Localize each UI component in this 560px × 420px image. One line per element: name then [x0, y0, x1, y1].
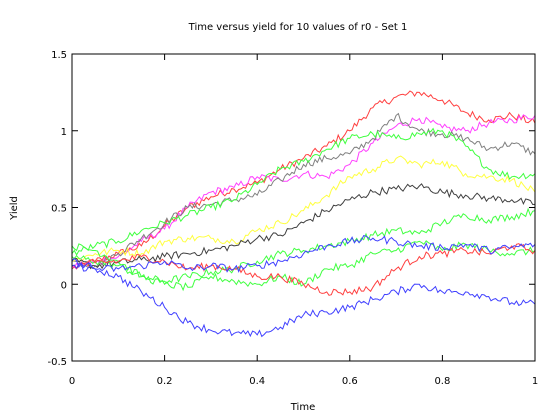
series-line-9 — [72, 243, 536, 296]
chart-title: Time versus yield for 10 values of r0 - … — [188, 22, 408, 33]
y-axis: -0.5 0 0.5 1 1.5 — [47, 50, 535, 368]
x-tick-label: 0.8 — [434, 376, 450, 387]
series-line-11 — [71, 235, 536, 273]
series-lines — [71, 90, 536, 338]
series-line-10 — [71, 257, 536, 338]
y-tick-label: 0 — [61, 280, 67, 291]
x-axis: 0 0.2 0.4 0.6 0.8 1 — [69, 54, 538, 387]
series-line-6 — [71, 183, 536, 270]
y-tick-label: 1.5 — [51, 50, 67, 61]
series-line-1 — [71, 90, 536, 270]
y-tick-label: 0.5 — [51, 204, 67, 215]
y-axis-label: Yield — [9, 196, 20, 221]
x-tick-label: 0.6 — [342, 376, 358, 387]
y-tick-label: -0.5 — [47, 357, 67, 368]
x-tick-label: 1 — [532, 376, 538, 387]
series-line-4 — [71, 127, 536, 256]
x-tick-label: 0.4 — [249, 376, 265, 387]
x-tick-label: 0 — [69, 376, 75, 387]
x-axis-label: Time — [290, 402, 315, 413]
x-tick-label: 0.2 — [157, 376, 173, 387]
y-tick-label: 1 — [61, 127, 67, 138]
series-line-3 — [71, 112, 536, 270]
series-line-2 — [71, 114, 536, 269]
series-line-5 — [71, 155, 536, 262]
